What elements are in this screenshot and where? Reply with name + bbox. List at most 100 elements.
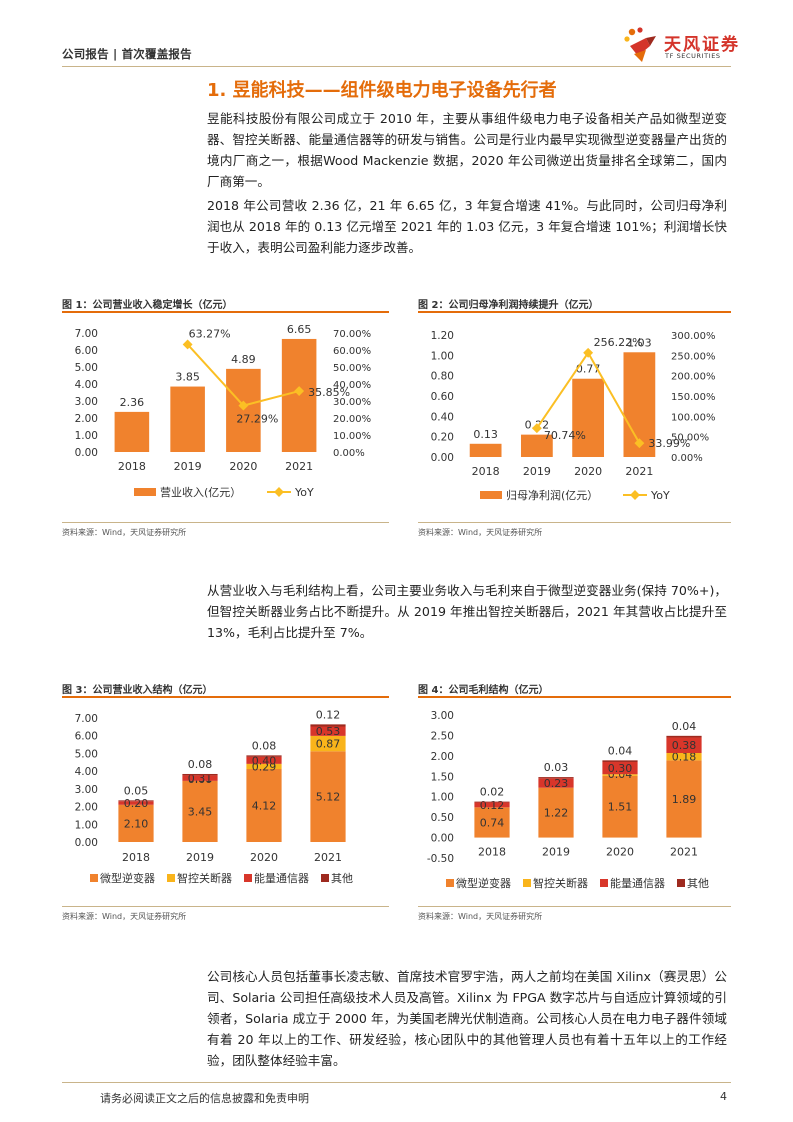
y-axis-tick-label: 0.00 [431,833,454,845]
y-axis-tick-label: 2.00 [431,751,454,763]
legend-swatch [677,879,685,887]
y-axis-tick-label: 0.80 [431,371,454,383]
segment-data-label: 0.04 [672,720,697,733]
y-axis-tick-label: 6.00 [75,345,98,357]
stacked-bar-segment [474,807,510,838]
y2-axis-tick-label: 60.00% [333,346,371,357]
stacked-bar-segment [666,760,702,838]
legend-label: 能量通信器 [610,876,665,890]
yoy-data-label: 27.29% [236,413,278,426]
segment-data-label: 0.12 [480,799,505,812]
segment-data-label: 4.12 [252,800,277,813]
section-title: 1. 昱能科技——组件级电力电子设备先行者 [207,80,557,101]
stacked-bar-segment [666,737,702,753]
stacked-bar-segment [474,802,510,808]
y-axis-tick-label: 7.00 [75,713,98,725]
stacked-bar-segment [538,787,574,838]
yoy-data-label: 35.85% [308,386,350,399]
segment-data-label: 0.87 [316,738,341,751]
y-axis-tick-label: 0.00 [75,837,98,849]
stacked-bar-segment [246,769,282,842]
figure-2-bottom-rule [418,522,731,523]
structure-paragraph: 从营业收入与毛利结构上看，公司主要业务收入与毛利来自于微型逆变器业务(保持 70… [207,583,727,640]
segment-data-label: 0.08 [188,758,213,771]
segment-data-label: 0.53 [316,725,341,738]
stacked-bar-segment [310,726,346,736]
header-divider [62,66,731,67]
figure-2-rule [418,311,731,313]
segment-data-label: 2.10 [124,817,149,830]
intro-paragraph: 昱能科技股份有限公司成立于 2010 年，主要从事组件级电力电子设备相关产品如微… [207,111,727,189]
bar-data-label: 6.65 [287,323,312,336]
bar [572,378,605,457]
legend-swatch [167,874,175,882]
legend-label: 微型逆变器 [100,871,155,885]
bar-data-label: 0.13 [473,428,498,441]
segment-data-label: 0.04 [608,744,633,757]
legend-swatch-bar [134,488,156,496]
y-axis-tick-label: 0.20 [431,432,454,444]
segment-data-label: 0.40 [252,754,277,767]
stacked-bar-segment [246,763,282,770]
segment-data-label: 5.12 [316,791,341,804]
bar-data-label: 4.89 [231,353,256,366]
report-type-header: 公司报告 | 首次覆盖报告 [62,47,192,61]
stacked-bar-segment [182,780,218,842]
segment-data-label: 0.08 [252,739,277,752]
legend-swatch [321,874,329,882]
y2-axis-tick-label: 50.00% [671,433,709,444]
x-axis-tick-label: 2018 [472,465,500,478]
legend-label: YoY [294,486,314,499]
figure-3-source: 资料来源：Wind，天风证券研究所 [62,912,187,921]
x-axis-tick-label: 2021 [285,460,313,473]
company-logo: 天风证券 TF SECURITIES [620,22,750,66]
legend-swatch [600,879,608,887]
y-axis-tick-label: 0.00 [75,447,98,459]
y-axis-tick-label: 4.00 [75,379,98,391]
y2-axis-tick-label: 30.00% [333,397,371,408]
y-axis-tick-label: 6.00 [75,731,98,743]
segment-data-label: 0.12 [316,708,341,721]
legend-swatch [244,874,252,882]
segment-data-label: 0.02 [480,786,505,799]
y-axis-tick-label: 7.00 [75,328,98,340]
figure-4-bottom-rule [418,906,731,907]
legend-swatch [446,879,454,887]
legend-swatch-marker [274,487,284,497]
segment-data-label: 1.22 [544,807,569,820]
stacked-bar-segment [246,756,282,764]
stacked-bar-segment [310,724,346,727]
stacked-bar-segment [538,778,574,788]
bar [520,434,553,457]
figure-3-bottom-rule [62,906,389,907]
x-axis-tick-label: 2020 [574,465,602,478]
stacked-bar-segment [666,735,702,738]
y2-axis-tick-label: 70.00% [333,329,371,340]
stacked-bar-segment [602,775,638,838]
y-axis-tick-label: 5.00 [75,748,98,760]
x-axis-tick-label: 2019 [523,465,551,478]
segment-data-label: 0.30 [608,762,633,775]
segment-data-label: 0.38 [672,739,697,752]
bar [469,443,502,457]
y-axis-tick-label: 0.00 [431,452,454,464]
legend-label: 营业收入(亿元） [160,485,241,499]
y-axis-tick-label: 3.00 [431,710,454,722]
segment-data-label: 0.23 [544,777,569,790]
legend-swatch-marker [630,490,640,500]
footer-disclaimer: 请务必阅读正文之后的信息披露和免责申明 [100,1092,309,1105]
financials-paragraph: 2018 年公司营收 2.36 亿，21 年 6.65 亿，3 年复合增速 41… [207,198,727,255]
bar-data-label: 2.36 [120,396,145,409]
y-axis-tick-label: -0.50 [427,853,454,865]
y-axis-tick-label: 2.00 [75,413,98,425]
yoy-data-label: 256.22% [594,336,643,349]
legend-label: 其他 [331,872,353,885]
legend-label: 智控关断器 [177,871,232,885]
legend-label: 微型逆变器 [456,876,511,890]
logo-mark-icon [624,27,656,62]
x-axis-tick-label: 2020 [606,846,634,859]
stacked-bar-segment [182,773,218,776]
y2-axis-tick-label: 20.00% [333,414,371,425]
figure-4-rule [418,696,731,698]
bar-data-label: 3.85 [175,371,200,384]
